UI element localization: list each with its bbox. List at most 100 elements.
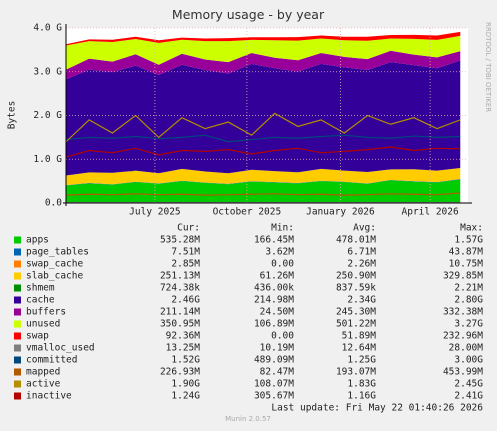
y-tick-label: 0.0 bbox=[45, 198, 62, 209]
legend-value: 724.38k bbox=[160, 283, 200, 294]
legend-label: mapped bbox=[26, 367, 60, 378]
legend-value: 214.98M bbox=[254, 295, 294, 306]
legend-value: 501.22M bbox=[336, 319, 376, 330]
legend-value: 13.25M bbox=[166, 343, 201, 354]
legend-value: 2.26M bbox=[347, 259, 376, 270]
legend-swatch bbox=[14, 236, 21, 244]
legend-value: 12.64M bbox=[342, 343, 377, 354]
legend-swatch bbox=[14, 368, 21, 376]
legend-value: 489.09M bbox=[254, 355, 294, 366]
legend-value: 10.75M bbox=[449, 259, 484, 270]
legend-value: 0.00 bbox=[271, 331, 294, 342]
legend-value: 106.89M bbox=[254, 319, 294, 330]
area bbox=[66, 35, 461, 70]
legend-value: 61.26M bbox=[260, 271, 295, 282]
legend-value: 1.24G bbox=[171, 391, 200, 402]
legend-value: 226.93M bbox=[160, 367, 200, 378]
legend-value: 2.46G bbox=[171, 295, 200, 306]
legend-label: shmem bbox=[26, 283, 55, 294]
legend-value: 2.41G bbox=[454, 391, 483, 402]
legend-value: 92.36M bbox=[166, 331, 201, 342]
line bbox=[65, 192, 461, 196]
legend-value: 7.51M bbox=[171, 247, 200, 258]
legend-label: unused bbox=[26, 319, 60, 330]
legend-swatch bbox=[14, 344, 21, 352]
legend-label: apps bbox=[26, 235, 49, 246]
legend-value: 3.62M bbox=[265, 247, 294, 258]
legend-value: 478.01M bbox=[336, 235, 376, 246]
legend-value: 193.07M bbox=[336, 367, 376, 378]
legend-value: 837.59k bbox=[336, 283, 376, 294]
line bbox=[65, 146, 461, 158]
legend-value: 1.25G bbox=[347, 355, 376, 366]
legend-value: 1.57G bbox=[454, 235, 483, 246]
legend-value: 436.00k bbox=[254, 283, 294, 294]
legend-swatch bbox=[14, 272, 21, 280]
x-tick-label: April 2026 bbox=[402, 207, 459, 218]
x-tick-label: July 2025 bbox=[129, 207, 180, 218]
legend-label: active bbox=[26, 379, 61, 390]
area bbox=[66, 31, 461, 46]
line bbox=[65, 112, 461, 143]
legend-value: 3.27G bbox=[454, 319, 483, 330]
legend-value: 1.52G bbox=[171, 355, 200, 366]
x-tick-label: October 2025 bbox=[213, 207, 282, 218]
legend-value: 329.85M bbox=[443, 271, 483, 282]
legend-swatch bbox=[14, 308, 21, 316]
legend-value: 251.13M bbox=[160, 271, 200, 282]
legend-swatch bbox=[14, 248, 21, 256]
legend-header: Cur: bbox=[177, 223, 200, 234]
legend-swatch bbox=[14, 392, 21, 400]
line bbox=[65, 134, 461, 143]
footer: Munin 2.0.57 bbox=[225, 415, 271, 423]
y-tick-label: 4.0 G bbox=[33, 23, 62, 34]
legend-value: 82.47M bbox=[260, 367, 295, 378]
legend-value: 10.19M bbox=[260, 343, 295, 354]
legend-swatch bbox=[14, 380, 21, 388]
legend-label: swap bbox=[26, 331, 49, 342]
legend-swatch bbox=[14, 296, 21, 304]
x-tick-label: January 2026 bbox=[306, 207, 375, 218]
legend-swatch bbox=[14, 320, 21, 328]
legend-header: Min: bbox=[271, 223, 294, 234]
legend-value: 1.90G bbox=[171, 379, 200, 390]
y-tick-label: 1.0 G bbox=[33, 154, 62, 165]
legend-value: 2.21M bbox=[454, 283, 483, 294]
legend-label: committed bbox=[26, 355, 77, 366]
legend-value: 332.38M bbox=[443, 307, 483, 318]
side-text: RRDTOOL / TOBI OETIKER bbox=[484, 22, 492, 112]
legend-label: vmalloc_used bbox=[26, 343, 95, 354]
y-tick-label: 2.0 G bbox=[33, 110, 62, 121]
legend-value: 51.89M bbox=[342, 331, 377, 342]
legend-swatch bbox=[14, 260, 21, 268]
legend-label: slab_cache bbox=[26, 271, 83, 282]
legend-value: 232.96M bbox=[443, 331, 483, 342]
legend-label: swap_cache bbox=[26, 259, 83, 270]
legend-value: 305.67M bbox=[254, 391, 294, 402]
legend-swatch bbox=[14, 356, 21, 364]
legend-value: 3.00G bbox=[454, 355, 483, 366]
legend-swatch bbox=[14, 332, 21, 340]
legend-label: buffers bbox=[26, 307, 66, 318]
legend-value: 28.00M bbox=[449, 343, 484, 354]
legend-value: 350.95M bbox=[160, 319, 200, 330]
chart-title: Memory usage - by year bbox=[172, 7, 325, 22]
legend-value: 2.34G bbox=[347, 295, 376, 306]
legend-value: 535.28M bbox=[160, 235, 200, 246]
legend-value: 1.83G bbox=[347, 379, 376, 390]
legend-value: 0.00 bbox=[271, 259, 294, 270]
area bbox=[66, 167, 461, 176]
legend-label: inactive bbox=[26, 391, 72, 402]
area bbox=[66, 50, 461, 80]
legend-header: Max: bbox=[460, 223, 483, 234]
legend-value: 2.85M bbox=[171, 259, 200, 270]
last-update: Last update: Fri May 22 01:40:26 2026 bbox=[271, 403, 483, 414]
legend-value: 24.50M bbox=[260, 307, 295, 318]
legend-swatch bbox=[14, 284, 21, 292]
legend-value: 211.14M bbox=[160, 307, 200, 318]
legend-label: page_tables bbox=[26, 247, 89, 258]
legend-value: 250.90M bbox=[336, 271, 376, 282]
y-tick-label: 3.0 G bbox=[33, 66, 62, 77]
legend-value: 2.80G bbox=[454, 295, 483, 306]
